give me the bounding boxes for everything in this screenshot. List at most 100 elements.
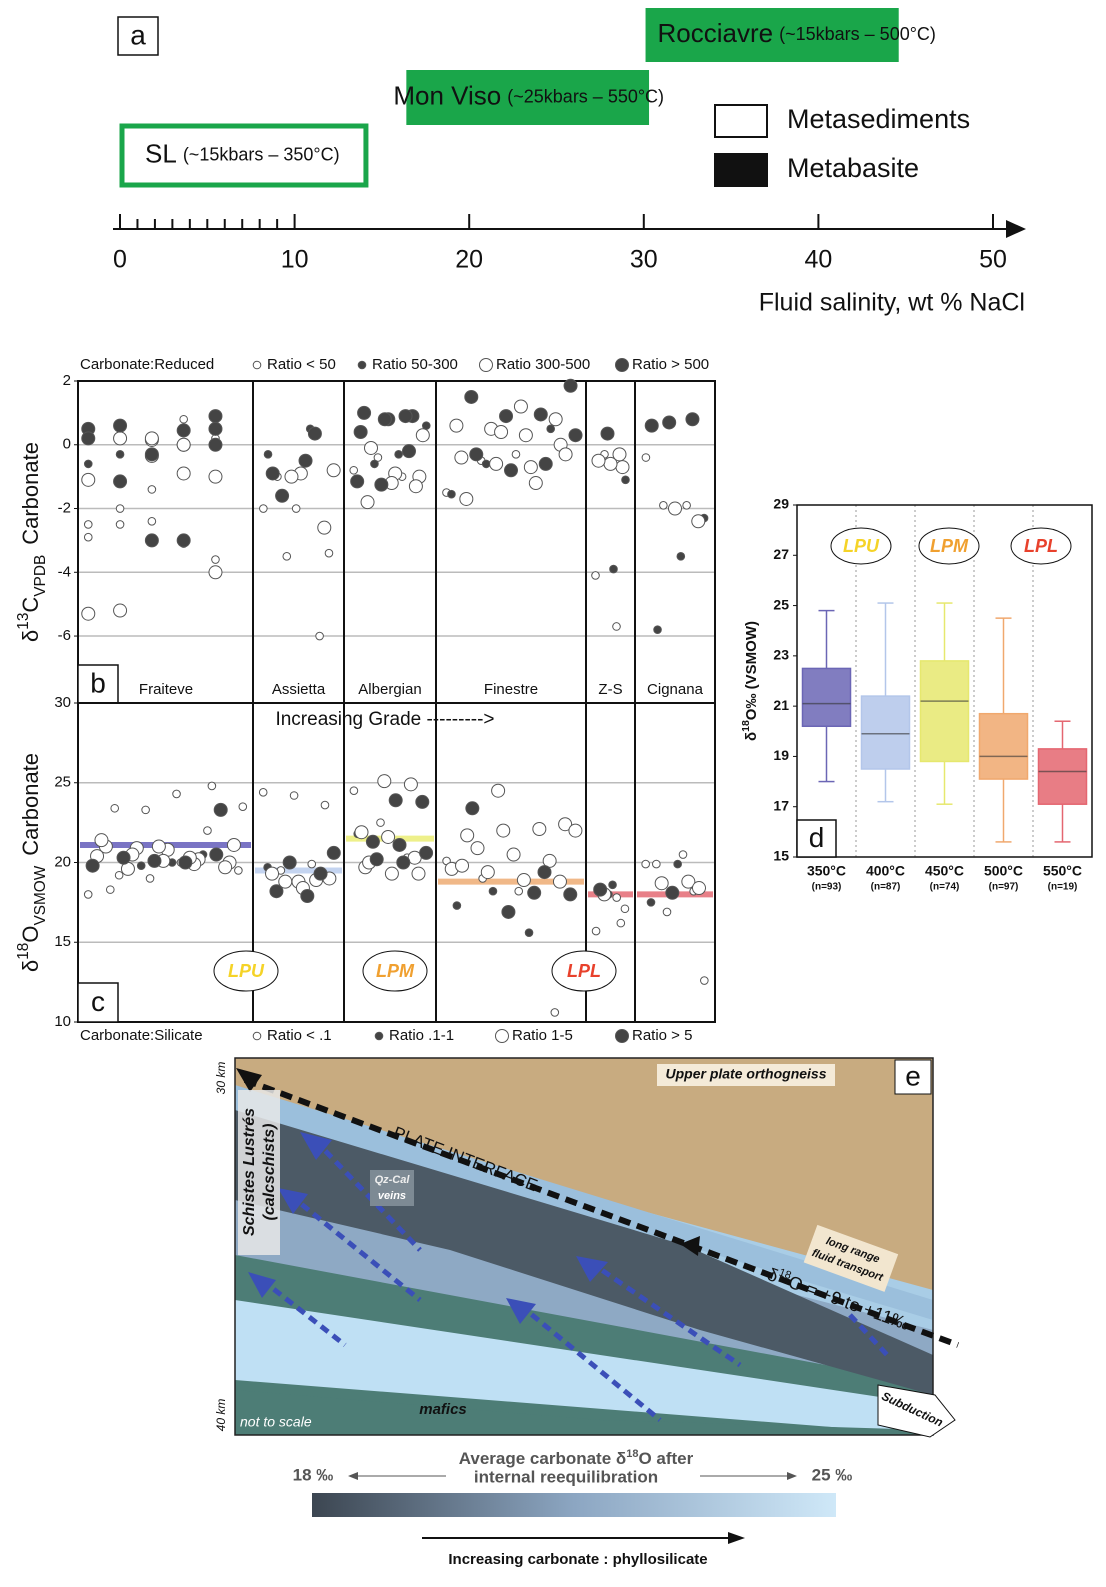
zone-label: LPU bbox=[843, 536, 880, 556]
data-point bbox=[528, 476, 543, 491]
y-tick-label: 23 bbox=[773, 647, 789, 663]
trend-label: Increasing carbonate : phyllosilicate bbox=[448, 1551, 707, 1568]
data-point bbox=[612, 447, 627, 462]
zone-oval bbox=[918, 527, 980, 565]
zone-label: LPM bbox=[930, 536, 969, 556]
data-point bbox=[532, 822, 547, 837]
data-point bbox=[518, 428, 533, 443]
y-tick-label: 15 bbox=[54, 933, 71, 950]
range-note: (~25kbars – 550°C) bbox=[507, 86, 664, 106]
data-point bbox=[144, 431, 159, 446]
axis-label-part: C bbox=[18, 597, 43, 613]
data-point bbox=[538, 456, 553, 471]
y-tick-label: -4 bbox=[58, 563, 71, 580]
data-point bbox=[616, 918, 626, 928]
fluid-path bbox=[848, 1313, 892, 1360]
data-point bbox=[176, 533, 191, 548]
arrow-head bbox=[248, 1272, 276, 1298]
data-point bbox=[324, 548, 334, 558]
y-tick-label: 20 bbox=[54, 853, 71, 870]
data-point bbox=[591, 453, 606, 468]
zone-oval bbox=[830, 527, 892, 565]
range-note: (~15kbars – 500°C) bbox=[779, 24, 936, 44]
data-point bbox=[654, 876, 669, 891]
label-box bbox=[657, 1064, 835, 1086]
data-point bbox=[81, 472, 96, 487]
x-tick-label: 450°C bbox=[925, 863, 964, 879]
colorbar-low: 18 ‰ bbox=[293, 1465, 334, 1484]
legend-label: Ratio .1-1 bbox=[389, 1027, 454, 1044]
arrow-head bbox=[278, 1188, 308, 1214]
data-point bbox=[460, 828, 475, 843]
data-point bbox=[501, 904, 516, 919]
data-point bbox=[208, 565, 223, 580]
box bbox=[978, 712, 1029, 780]
plate-interface bbox=[243, 1077, 960, 1348]
group-label: Fraiteve bbox=[139, 681, 193, 698]
box bbox=[919, 660, 970, 763]
data-point bbox=[208, 469, 223, 484]
data-point bbox=[620, 904, 630, 914]
data-point bbox=[516, 873, 531, 888]
data-point bbox=[600, 426, 615, 441]
y-tick-label: 25 bbox=[773, 596, 789, 612]
data-point bbox=[646, 898, 656, 907]
data-point bbox=[83, 532, 93, 542]
data-point bbox=[454, 450, 469, 465]
data-point bbox=[641, 453, 651, 462]
data-point bbox=[147, 485, 157, 494]
panel-label-box bbox=[117, 16, 159, 56]
data-point bbox=[218, 860, 233, 875]
label-box bbox=[238, 1090, 280, 1255]
data-point bbox=[615, 460, 630, 475]
colorbar-title-part: O after bbox=[638, 1449, 693, 1468]
data-point bbox=[489, 456, 504, 471]
legend-title: Carbonate:Silicate bbox=[80, 1027, 203, 1044]
data-point bbox=[209, 847, 224, 862]
legend-label: Ratio 1-5 bbox=[512, 1027, 573, 1044]
data-point bbox=[147, 853, 162, 868]
data-point bbox=[496, 823, 511, 838]
data-point bbox=[350, 474, 365, 489]
range-bar bbox=[119, 123, 369, 188]
legend-title: Carbonate:Reduced bbox=[80, 356, 214, 373]
grade-note: Increasing Grade ---------> bbox=[275, 709, 494, 730]
data-point bbox=[226, 837, 241, 852]
data-point bbox=[83, 459, 93, 469]
data-point bbox=[591, 571, 600, 580]
fluid-path bbox=[313, 1138, 422, 1252]
data-point bbox=[408, 479, 423, 494]
y-tick-label: 19 bbox=[773, 747, 789, 763]
scale-note: not to scale bbox=[240, 1414, 312, 1430]
n-label: (n=97) bbox=[989, 882, 1019, 893]
data-point bbox=[234, 866, 243, 875]
zone-label: LPU bbox=[228, 961, 265, 981]
legend-swatch bbox=[714, 153, 768, 187]
box bbox=[860, 695, 911, 770]
data-point bbox=[692, 881, 706, 896]
data-point bbox=[110, 803, 120, 813]
y-tick-label: 17 bbox=[773, 797, 789, 813]
data-point bbox=[641, 859, 650, 869]
data-point bbox=[141, 805, 150, 815]
subduction-arrow bbox=[877, 1384, 956, 1438]
mafics-label: mafics bbox=[419, 1401, 467, 1418]
panel-label: a bbox=[130, 19, 146, 50]
axis-arrow bbox=[1006, 220, 1026, 238]
data-point bbox=[662, 415, 677, 430]
y-tick-label: -2 bbox=[58, 499, 71, 516]
fluid-path bbox=[288, 1193, 422, 1302]
data-point bbox=[113, 603, 128, 618]
range-name: SL bbox=[145, 138, 177, 168]
data-point bbox=[113, 418, 128, 433]
data-point bbox=[326, 845, 341, 860]
legend-label: Ratio > 5 bbox=[632, 1027, 692, 1044]
data-point bbox=[208, 437, 223, 452]
n-label: (n=74) bbox=[930, 882, 960, 893]
data-point bbox=[369, 852, 384, 867]
legend-marker bbox=[252, 1031, 262, 1041]
data-point bbox=[320, 800, 330, 810]
data-point bbox=[265, 866, 280, 881]
legend-swatch bbox=[714, 104, 768, 138]
data-point bbox=[550, 1008, 560, 1017]
